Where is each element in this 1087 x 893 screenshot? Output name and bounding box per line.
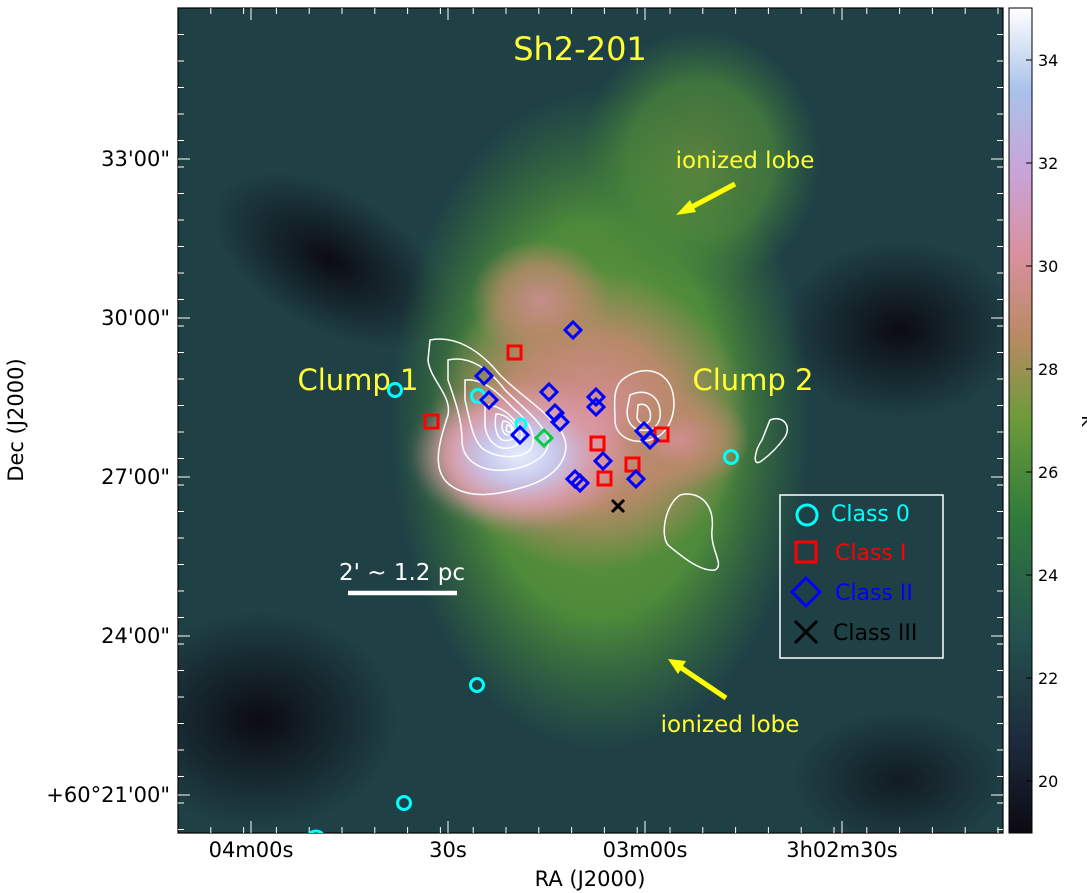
class-2-marker <box>473 365 495 387</box>
colorbar-tick-label: 28 <box>1038 360 1058 379</box>
class-0-marker <box>469 677 485 693</box>
lobe-top-arrow <box>676 181 737 215</box>
colorbar-tick-label: 26 <box>1038 463 1058 482</box>
class-0-marker <box>396 795 412 811</box>
colorbar-tick-label: 22 <box>1038 669 1058 688</box>
colorbar: 20 22 24 26 28 30 32 34 K <box>1008 7 1087 834</box>
plot-frame <box>177 7 1004 834</box>
class-2-marker <box>478 389 500 411</box>
lobe-bottom-arrow <box>668 659 728 701</box>
legend-class-3-marker <box>793 619 819 645</box>
map-title: Sh2-201 <box>513 30 647 68</box>
lobe-top-label: ionized lobe <box>676 148 815 174</box>
colorbar-ramp <box>1008 7 1033 834</box>
legend-class-1-marker <box>794 540 818 564</box>
class-2-marker <box>533 427 555 449</box>
class-1-marker <box>624 456 641 473</box>
y-tick-labels: 33'00" 30'00" 27'00" 24'00" +60°21'00" <box>46 147 170 807</box>
x-tick-label: 3h02m30s <box>786 838 898 862</box>
class-2-marker <box>538 381 560 403</box>
class-0-marker <box>387 382 403 398</box>
class-2-marker <box>585 386 607 408</box>
colorbar-tick-label: 30 <box>1038 257 1058 276</box>
class-2-marker <box>562 319 584 341</box>
axis-ticks <box>178 8 1003 833</box>
y-tick-label: 27'00" <box>101 465 170 489</box>
colorbar-unit-label: K <box>1077 415 1087 427</box>
y-tick-label: 30'00" <box>101 306 170 330</box>
class-2-marker <box>549 411 571 433</box>
class-0-marker <box>723 449 739 465</box>
legend-class-0-label: Class 0 <box>831 502 910 527</box>
clump-2-label: Clump 2 <box>692 363 813 397</box>
y-tick-label: 33'00" <box>101 147 170 171</box>
x-tick-label: 03m00s <box>603 838 688 862</box>
clump-1-label: Clump 1 <box>297 363 418 397</box>
y-tick-label: 24'00" <box>101 624 170 648</box>
x-tick-labels: 04m00s 30s 03m00s 3h02m30s <box>209 838 898 862</box>
yso-markers <box>308 319 739 833</box>
class-0-marker <box>308 829 324 833</box>
class-1-marker <box>596 470 613 487</box>
colorbar-tick-label: 20 <box>1038 772 1058 791</box>
legend-class-3-label: Class III <box>833 621 917 646</box>
colorbar-tick-label: 34 <box>1038 51 1058 70</box>
class-2-marker <box>585 396 607 418</box>
minor-ticks <box>178 8 1003 833</box>
legend-class-1-label: Class I <box>835 541 906 566</box>
temperature-map <box>178 8 1003 833</box>
legend-class-0-marker <box>795 503 819 527</box>
x-tick-label: 04m00s <box>209 838 294 862</box>
class-1-marker <box>506 344 523 361</box>
class-2-marker <box>592 450 614 472</box>
class-1-marker <box>423 413 440 430</box>
y-tick-label: +60°21'00" <box>46 783 170 807</box>
x-tick-label: 30s <box>429 838 467 862</box>
class-2-marker <box>625 468 647 490</box>
class-2-marker <box>509 424 531 446</box>
colorbar-tick-label: 24 <box>1038 566 1058 585</box>
x-axis-label: RA (J2000) <box>535 867 646 891</box>
colorbar-tick-labels: 20 22 24 26 28 30 32 34 <box>1038 51 1058 791</box>
colorbar-tick-label: 32 <box>1038 154 1058 173</box>
lobe-bottom-label: ionized lobe <box>661 712 800 738</box>
class-2-marker <box>639 429 661 451</box>
class-1-marker <box>653 426 670 443</box>
legend-class-2-marker <box>789 575 823 609</box>
y-axis-label: Dec (J2000) <box>4 358 28 481</box>
legend-frame <box>779 494 944 659</box>
class-2-marker <box>569 472 591 494</box>
legend-class-2-label: Class II <box>835 581 913 606</box>
scale-bar-label: 2' ~ 1.2 pc <box>339 560 465 586</box>
class-1-marker <box>589 435 606 452</box>
legend: Class 0 Class I Class II Class III <box>779 494 944 659</box>
class-3-marker <box>610 498 626 514</box>
